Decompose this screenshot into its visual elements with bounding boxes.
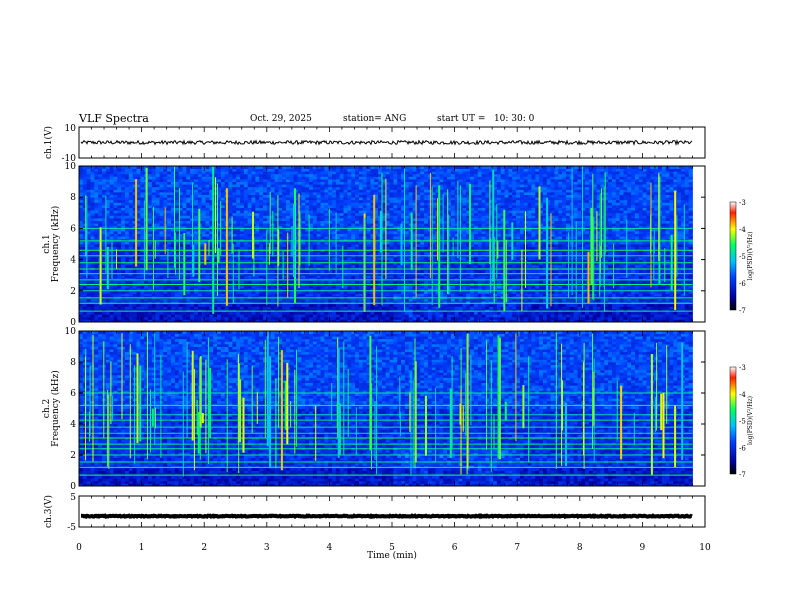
ch3-waveform-ylabel: ch.3(V) xyxy=(43,495,54,528)
ch1-spectrogram-colorbar-label: log(PSD)(V²/Hz) xyxy=(747,232,754,281)
ch1-spectrogram-ytick-8: 8 xyxy=(70,193,76,203)
ch1-waveform-trace xyxy=(81,141,692,145)
ch3-waveform-trace xyxy=(81,516,692,517)
ch1-spectrogram-ytick-4: 4 xyxy=(70,256,76,266)
ch1-spectrogram-ytick-10: 10 xyxy=(65,162,77,172)
ch2-spectrogram-cbtick--6: -6 xyxy=(739,444,746,452)
x-tick-3: 3 xyxy=(264,543,270,553)
ch2-spectrogram-colorbar-label: log(PSD)(V²/Hz) xyxy=(747,396,754,445)
ch2-spectrogram-cbtick--7: -7 xyxy=(739,471,746,479)
x-tick-2: 2 xyxy=(201,543,207,553)
ch3-waveform-ytick-1: -5 xyxy=(67,523,76,533)
ch1-waveform-ylabel: ch.1(V) xyxy=(43,126,54,159)
x-axis-label: Time (min) xyxy=(367,550,417,561)
ch2-spectrogram-ytick-0: 0 xyxy=(70,482,76,492)
ch1-waveform-ytick-0: 10 xyxy=(65,124,77,134)
ch1-spectrogram-cbtick--7: -7 xyxy=(739,307,746,315)
figure-canvas: 10-10ch.1(V)0246810ch.1 Frequency (kHz)-3… xyxy=(0,0,792,612)
ch2-spectrogram-ytick-8: 8 xyxy=(70,358,76,368)
ch3-waveform-ytick-0: 5 xyxy=(70,493,76,503)
ch1-waveform xyxy=(81,141,692,145)
ch1-spectrogram-ylabel-freq: Frequency (kHz) xyxy=(50,206,61,283)
ch2-spectrogram-ytick-6: 6 xyxy=(70,389,76,399)
ch1-spectrogram-cbtick--5: -5 xyxy=(739,253,746,261)
ch2-spectrogram-ytick-2: 2 xyxy=(70,451,76,461)
ch1-spectrogram-cbtick--4: -4 xyxy=(739,226,746,234)
x-tick-6: 6 xyxy=(452,543,458,553)
ch2-spectrogram-ylabel-freq: Frequency (kHz) xyxy=(50,370,61,447)
ch2-spectrogram-cbtick--4: -4 xyxy=(739,391,746,399)
x-tick-10: 10 xyxy=(699,543,711,553)
ch2-spectrogram-cbtick--5: -5 xyxy=(739,418,746,426)
ch2-spectrogram-cbtick--3: -3 xyxy=(739,364,746,372)
ch2-spectrogram-ytick-4: 4 xyxy=(70,420,76,430)
ch2-spectrogram-ytick-10: 10 xyxy=(65,327,77,337)
x-tick-8: 8 xyxy=(577,543,583,553)
ch1-spectrogram-colorbar xyxy=(730,202,736,310)
ch2-spectrogram xyxy=(79,331,693,486)
ch1-spectrogram-cbtick--6: -6 xyxy=(739,280,746,288)
ch1-spectrogram-cbtick--3: -3 xyxy=(739,199,746,207)
ch1-spectrogram-ytick-2: 2 xyxy=(70,287,76,297)
x-tick-9: 9 xyxy=(640,543,646,553)
vlf-figure: VLF Spectra Oct. 29, 2025 station= ANG s… xyxy=(0,0,792,612)
x-tick-4: 4 xyxy=(327,543,333,553)
ch2-spectrogram-colorbar xyxy=(730,367,736,474)
ch3-waveform xyxy=(81,516,692,517)
ch1-spectrogram xyxy=(79,166,693,322)
x-tick-0: 0 xyxy=(76,543,82,553)
x-tick-1: 1 xyxy=(139,543,145,553)
x-tick-7: 7 xyxy=(514,543,520,553)
ch1-spectrogram-ytick-6: 6 xyxy=(70,224,76,234)
